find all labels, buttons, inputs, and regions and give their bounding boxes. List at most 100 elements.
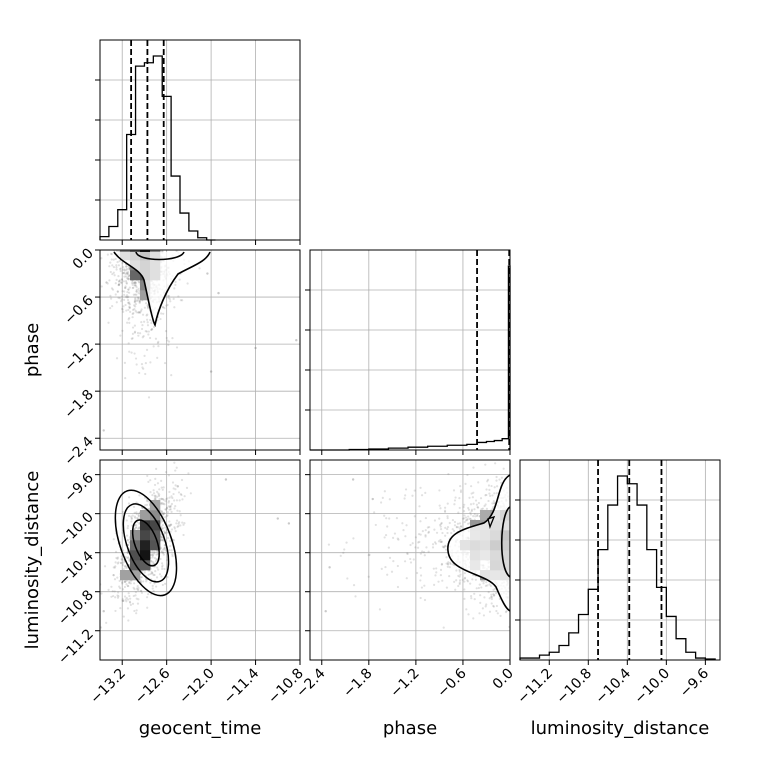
- scatter-point: [466, 522, 470, 525]
- x-tick-label: −10.4: [592, 665, 634, 707]
- scatter-point: [453, 580, 456, 583]
- scatter-point: [128, 601, 132, 604]
- scatter-point: [155, 585, 158, 588]
- scatter-point: [458, 522, 462, 525]
- scatter-point: [131, 332, 135, 335]
- scatter-point: [138, 494, 141, 497]
- scatter-point: [479, 601, 482, 604]
- scatter-point: [137, 280, 140, 283]
- scatter-point: [153, 483, 157, 487]
- scatter-point: [490, 596, 493, 599]
- scatter-point: [424, 534, 427, 537]
- scatter-point: [138, 526, 141, 530]
- scatter-point: [433, 541, 437, 544]
- scatter-point: [125, 565, 128, 568]
- scatter-point: [120, 295, 124, 298]
- scatter-point: [127, 514, 131, 517]
- scatter-point: [164, 508, 168, 511]
- scatter-point: [165, 336, 168, 340]
- scatter-point: [152, 562, 155, 565]
- scatter-point: [466, 473, 469, 477]
- scatter-point: [128, 580, 131, 584]
- hist-panel-luminosity_distance: −11.2−10.8−10.4−10.0 −9.6: [514, 459, 721, 707]
- scatter-point: [466, 517, 469, 521]
- scatter-point: [113, 590, 116, 593]
- scatter-point: [132, 286, 135, 289]
- scatter-point: [135, 512, 138, 515]
- scatter-point: [396, 585, 400, 589]
- scatter-point: [170, 528, 174, 531]
- scatter-point: [499, 481, 503, 484]
- scatter-point: [123, 580, 126, 583]
- scatter-point: [440, 522, 443, 526]
- y-axis-label-phase: phase: [22, 323, 43, 377]
- scatter-point: [486, 480, 489, 483]
- x-tick-label: −9.6: [677, 665, 712, 700]
- scatter-point: [126, 584, 129, 588]
- scatter-point: [443, 510, 447, 513]
- scatter-point: [164, 330, 168, 333]
- scatter-point: [168, 490, 171, 494]
- scatter-point: [151, 587, 154, 590]
- scatter-point: [206, 272, 209, 275]
- scatter-point: [164, 516, 167, 519]
- scatter-point: [157, 568, 160, 571]
- density-cell: [140, 520, 151, 531]
- scatter-point: [444, 534, 447, 537]
- scatter-point: [492, 588, 495, 591]
- scatter-point: [168, 496, 171, 499]
- scatter-point: [122, 549, 125, 552]
- scatter-point: [128, 321, 131, 324]
- scatter-point: [457, 574, 460, 577]
- scatter-point: [470, 597, 473, 600]
- scatter-point: [427, 550, 430, 553]
- scatter-point: [162, 306, 165, 309]
- scatter-point: [114, 596, 117, 599]
- scatter-point: [164, 508, 167, 511]
- scatter-point: [130, 516, 133, 520]
- scatter-point: [493, 486, 496, 489]
- scatter-point: [116, 594, 119, 597]
- scatter-point: [404, 494, 407, 497]
- scatter-point: [161, 539, 164, 542]
- scatter-point: [438, 489, 441, 492]
- scatter-point: [157, 494, 161, 498]
- scatter-point: [453, 499, 457, 502]
- scatter-point: [130, 520, 133, 523]
- scatter-point: [160, 550, 163, 553]
- scatter-point: [151, 493, 154, 497]
- scatter-point: [463, 576, 467, 579]
- scatter-point: [162, 551, 165, 554]
- scatter-point: [189, 492, 192, 495]
- scatter-point: [122, 298, 126, 301]
- scatter-point: [166, 576, 169, 579]
- scatter-point: [171, 553, 174, 556]
- scatter-point: [176, 485, 179, 488]
- scatter-point: [111, 288, 115, 291]
- scatter-point: [127, 342, 130, 345]
- scatter-point: [155, 467, 158, 470]
- scatter-point: [162, 539, 165, 542]
- scatter-point: [146, 304, 149, 307]
- scatter-point: [123, 286, 127, 289]
- scatter-point: [156, 553, 159, 556]
- scatter-point: [125, 281, 128, 284]
- scatter-point: [118, 279, 121, 283]
- scatter-point: [117, 274, 120, 278]
- scatter-point: [100, 285, 103, 288]
- scatter-point: [455, 526, 458, 529]
- scatter-point: [123, 268, 126, 271]
- scatter-point: [488, 610, 492, 613]
- scatter-point: [168, 520, 171, 523]
- scatter-point: [474, 499, 478, 502]
- scatter-point: [109, 252, 113, 255]
- scatter-point: [454, 588, 457, 591]
- scatter-point: [124, 376, 127, 380]
- scatter-point: [181, 521, 184, 524]
- scatter-point: [138, 289, 141, 292]
- scatter-point: [504, 611, 508, 614]
- scatter-point: [489, 494, 492, 497]
- scatter-point: [459, 527, 462, 531]
- scatter-point: [132, 293, 135, 296]
- hist-panel-phase: [305, 249, 511, 455]
